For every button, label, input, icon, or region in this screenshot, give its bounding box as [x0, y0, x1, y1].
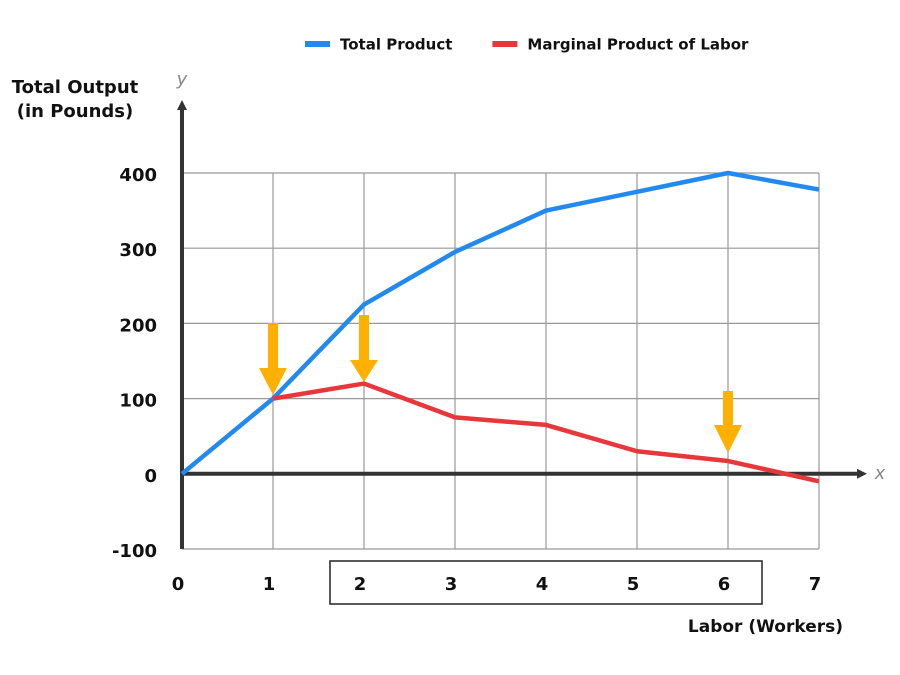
y-axis-symbol: y [176, 69, 188, 90]
x-axis-label: Labor (Workers) [688, 617, 843, 637]
y-axis-label: (in Pounds) [17, 101, 134, 122]
series-line [180, 170, 820, 476]
x-axis-symbol: x [874, 463, 886, 484]
y-tick-label: 400 [119, 165, 157, 186]
arrow [350, 315, 378, 382]
legend-label: Marginal Product of Labor [527, 36, 749, 54]
legend-label: Total Product [340, 36, 452, 54]
highlight-box [329, 560, 763, 605]
y-tick-label: 0 [144, 466, 157, 487]
x-tick-label: 1 [263, 574, 276, 595]
y-tick-label: 300 [119, 240, 157, 261]
y-tick-label: -100 [112, 541, 157, 562]
x-tick-label: 5 [627, 574, 640, 595]
x-tick-label: 4 [536, 574, 549, 595]
annotation-arrows [259, 315, 742, 453]
legend-swatch [492, 41, 518, 47]
legend-swatch [305, 41, 330, 47]
arrow [714, 391, 742, 453]
x-tick-label: 2 [354, 574, 367, 595]
y-tick-label: 100 [119, 391, 157, 412]
y-axis-label: Total Output [12, 77, 139, 98]
series-line [272, 381, 820, 484]
x-tick-label: 7 [809, 574, 822, 595]
arrow [259, 323, 287, 395]
x-tick-label: 0 [172, 574, 185, 595]
x-tick-label: 6 [718, 574, 731, 595]
grid [181, 172, 820, 550]
y-tick-label: 200 [119, 315, 157, 336]
x-tick-label: 3 [445, 574, 458, 595]
